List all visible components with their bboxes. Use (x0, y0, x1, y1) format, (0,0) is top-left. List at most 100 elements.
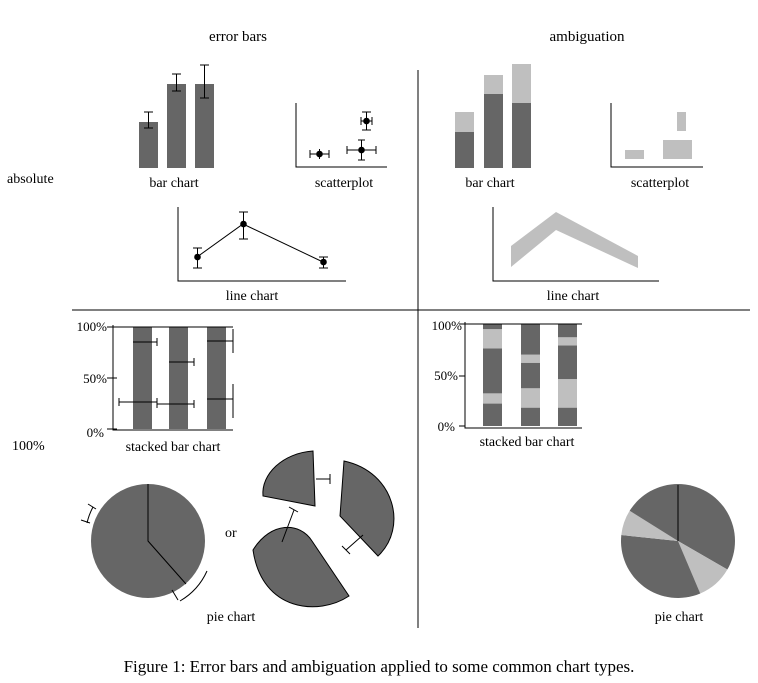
stack-segment-1-2 (483, 393, 502, 404)
error-scatterplot: scatterplot (295, 103, 387, 191)
scatter-point-3 (363, 117, 370, 125)
stack-bar-2 (169, 327, 188, 429)
bar-1 (139, 122, 158, 168)
label-scatterplot: scatterplot (315, 176, 373, 191)
stack-segment-1-3 (483, 348, 502, 394)
pie-piece-top (262, 450, 316, 507)
stack-segment-2-4 (521, 354, 540, 363)
bar-2-range (484, 75, 503, 94)
label-pie-chart-amb: pie chart (655, 610, 704, 625)
scatter-range-1 (625, 150, 644, 159)
line-range-band (511, 212, 638, 268)
scatter-point-2 (358, 146, 365, 154)
pie-slice-lines (147, 484, 187, 585)
tick-50-amb: 50% (434, 368, 458, 383)
bar-1 (455, 132, 474, 168)
stack-bar-3 (207, 327, 226, 429)
stack-error-3a (207, 384, 234, 418)
tick-0: 0% (87, 425, 105, 440)
stack-segment-3-3 (558, 345, 577, 380)
error-line-chart: line chart (177, 207, 346, 304)
pie-piece-bottom (252, 527, 350, 608)
row-label-absolute: absolute (7, 172, 54, 187)
stack-axes-amb (464, 322, 582, 429)
error-pie-chart: pie chart (80, 484, 256, 625)
ambiguous-stack-bars (483, 324, 577, 426)
error-bar-2 (172, 73, 181, 92)
stack-segment-2-5 (521, 324, 540, 355)
scatter-range-3 (677, 112, 686, 131)
stack-bar-1 (133, 327, 152, 429)
stack-segment-1-4 (483, 329, 502, 349)
scatter-point-1 (316, 150, 323, 158)
pie-slice-4 (621, 510, 678, 541)
stack-error-1b (133, 338, 158, 346)
ambiguous-pie-slices (620, 483, 735, 599)
label-bar-chart: bar chart (149, 176, 198, 191)
label-bar-chart-amb: bar chart (465, 176, 514, 191)
stack-segment-3-1 (558, 407, 577, 426)
ambiguous-bar-chart: bar chart (455, 64, 531, 191)
error-bar-chart: bar chart (139, 64, 214, 191)
pie-slice-3 (620, 535, 701, 599)
pie-error-arc-2 (179, 570, 208, 602)
bar-3 (512, 103, 531, 168)
header-error-bars: error bars (209, 29, 267, 45)
stack-segment-3-5 (558, 324, 577, 338)
line-point-2 (240, 220, 247, 228)
bar-1-range (455, 112, 474, 132)
pie-error-arc-1 (86, 506, 94, 524)
error-stacked-bar-chart: 100% 50% 0% stacked bar chart (77, 319, 234, 455)
exploded-error-3 (341, 534, 364, 555)
ambiguous-scatterplot: scatterplot (610, 103, 703, 191)
stack-ticks (107, 326, 117, 430)
exploded-pie-chart: or (225, 450, 395, 608)
row-label-100: 100% (12, 439, 45, 454)
label-or: or (225, 526, 237, 541)
line-point-1 (194, 253, 201, 261)
label-line-chart: line chart (226, 289, 279, 304)
pie-slice-2 (678, 541, 728, 594)
stack-axes (112, 325, 233, 431)
tick-50: 50% (83, 371, 107, 386)
label-stacked-bar-chart: stacked bar chart (126, 440, 221, 455)
label-line-chart-amb: line chart (547, 289, 600, 304)
scatter-axes-amb (610, 103, 703, 168)
ambiguous-line-chart: line chart (492, 207, 659, 304)
stack-segment-3-4 (558, 337, 577, 346)
exploded-error-1 (316, 474, 331, 484)
ambiguous-pie-chart: pie chart (620, 483, 735, 625)
pie-error-caps-1 (80, 503, 97, 524)
stack-segment-1-5 (483, 324, 502, 330)
ambiguous-stacked-bar-chart: 100% 50% 0% stacked bar chart (432, 318, 582, 450)
line-axes-amb (492, 207, 659, 282)
stack-segment-1-1 (483, 403, 502, 426)
tick-100: 100% (77, 319, 108, 334)
scatter-range-2 (663, 140, 692, 159)
bar-3-range (512, 64, 531, 103)
line-point-3 (320, 258, 327, 266)
stack-ticks-amb (459, 323, 582, 427)
header-ambiguation: ambiguation (550, 29, 625, 45)
stack-error-2a (156, 400, 195, 408)
pie-error-cap-2 (171, 589, 179, 601)
stack-segment-2-3 (521, 362, 540, 389)
exploded-error-2 (281, 506, 299, 543)
pie-piece-right (339, 460, 395, 557)
line-series (196, 223, 324, 263)
bar-2 (484, 94, 503, 168)
pie-slice-1 (678, 484, 735, 570)
bar-2 (167, 84, 186, 168)
stack-segment-2-2 (521, 388, 540, 408)
pie-slice-5 (629, 483, 678, 541)
tick-100-amb: 100% (432, 318, 463, 333)
stack-segment-3-2 (558, 379, 577, 408)
stack-segment-2-1 (521, 407, 540, 426)
label-scatterplot-amb: scatterplot (631, 176, 689, 191)
label-stacked-bar-chart-amb: stacked bar chart (480, 435, 575, 450)
label-pie-chart: pie chart (207, 610, 256, 625)
stack-error-3b (207, 329, 234, 353)
error-bar-1 (144, 111, 153, 129)
stack-error-2b (169, 358, 195, 366)
